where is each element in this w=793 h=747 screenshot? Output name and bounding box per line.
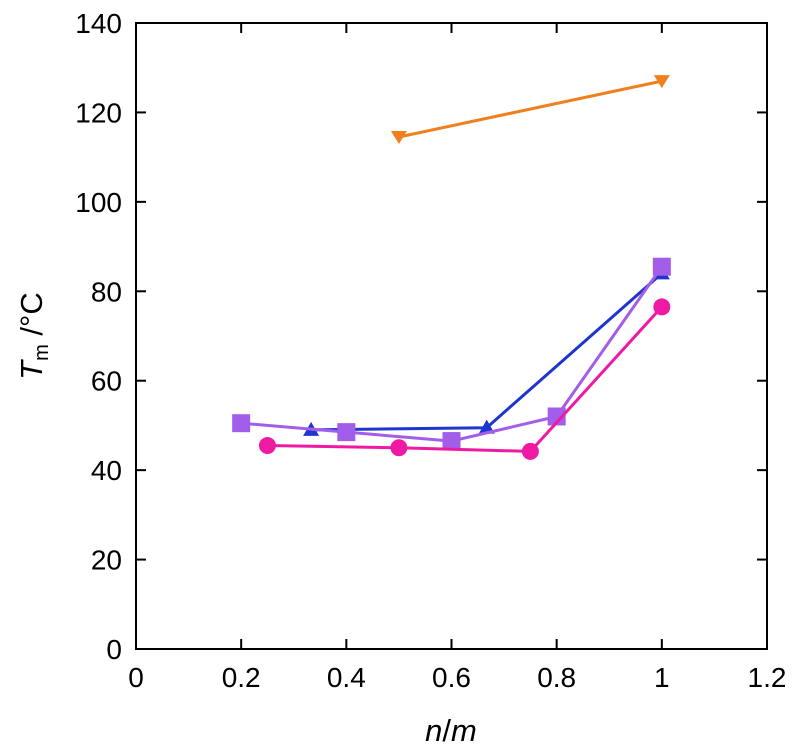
series-layer bbox=[232, 75, 671, 460]
x-tick-label: 0.4 bbox=[327, 662, 366, 693]
y-axis-label: Tm /°C bbox=[14, 292, 53, 380]
x-axis-label-m: m bbox=[451, 713, 477, 747]
series-square bbox=[232, 257, 671, 451]
y-tick-label: 20 bbox=[91, 545, 122, 576]
data-point bbox=[521, 442, 539, 460]
x-axis-label-slash: / bbox=[442, 713, 451, 747]
y-tick-label: 140 bbox=[75, 8, 122, 39]
y-tick-label: 0 bbox=[106, 634, 122, 665]
y-axis-label-sub: m bbox=[31, 344, 53, 361]
data-point bbox=[547, 407, 566, 426]
series-triangle-down bbox=[390, 75, 670, 145]
data-point bbox=[390, 439, 408, 457]
y-tick-label: 100 bbox=[75, 187, 122, 218]
data-point bbox=[653, 298, 671, 316]
x-tick-label: 1.2 bbox=[748, 662, 787, 693]
x-tick-label: 0.2 bbox=[222, 662, 261, 693]
plot-frame bbox=[135, 22, 768, 650]
y-axis-label-T: T bbox=[14, 359, 49, 380]
series-line bbox=[398, 79, 663, 139]
x-tick-label: 0 bbox=[128, 662, 144, 693]
series-circle bbox=[258, 298, 671, 460]
data-point bbox=[337, 423, 356, 442]
data-point bbox=[232, 414, 251, 433]
y-axis-label-unit: /°C bbox=[14, 292, 49, 344]
data-point bbox=[478, 419, 495, 434]
y-tick-label: 80 bbox=[91, 276, 122, 307]
data-point bbox=[653, 75, 670, 89]
y-tick-label: 40 bbox=[91, 455, 122, 486]
y-tick-label: 120 bbox=[75, 97, 122, 128]
data-point bbox=[442, 432, 461, 451]
data-point bbox=[390, 131, 407, 145]
data-point bbox=[258, 437, 276, 455]
series-line bbox=[267, 305, 663, 453]
series-triangle-up bbox=[303, 265, 670, 436]
x-tick-label: 0.6 bbox=[432, 662, 471, 693]
x-axis-label: n/m bbox=[425, 713, 477, 747]
series-line bbox=[241, 265, 664, 443]
series-line bbox=[311, 272, 663, 432]
x-tick-label: 1 bbox=[654, 662, 670, 693]
x-tick-label: 0.8 bbox=[537, 662, 576, 693]
data-point bbox=[652, 257, 671, 276]
x-axis-label-n: n bbox=[425, 713, 442, 747]
axis-ticks: 0 0.2 0.4 0.6 0.8 1 1.2 0 20 40 60 80 100 120 140 bbox=[75, 8, 786, 693]
y-tick-label: 60 bbox=[91, 366, 122, 397]
